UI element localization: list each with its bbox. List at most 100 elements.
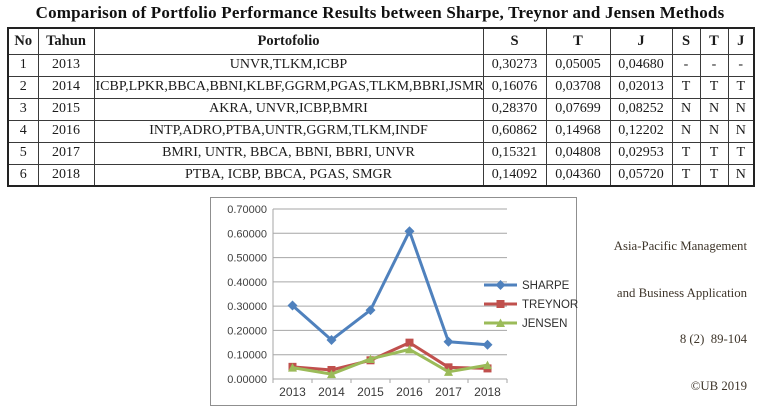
series-line-jensen xyxy=(291,347,489,376)
table-row: 6 2018 PTBA, ICBP, BBCA, PGAS, SMGR 0,14092… xyxy=(7,163,755,187)
table-cell: 3 xyxy=(7,97,39,121)
journal-citation-line: Asia-Pacific Management xyxy=(613,239,747,253)
data-point-jensen xyxy=(288,363,297,372)
legend-marker-treynor xyxy=(496,300,505,308)
data-point-sharpe xyxy=(365,305,376,316)
table-cell: 0,03708 xyxy=(545,75,611,99)
table-cell: 2014 xyxy=(37,75,95,99)
table-cell: - xyxy=(699,53,729,77)
series-line-treynor xyxy=(291,341,489,372)
table-cell: 0,02953 xyxy=(609,141,673,165)
chart-canvas: 0.00000 0.10000 0.20000 0.30000 0.40000 0.500… xyxy=(227,204,578,399)
legend-marker-jensen xyxy=(496,318,505,327)
table-cell: 0,07699 xyxy=(545,97,611,121)
table-cell: BMRI, UNTR, BBCA, BBNI, BBRI, UNVR xyxy=(93,141,484,165)
table-cell: 2016 xyxy=(37,119,95,143)
table-cell: PTBA, ICBP, BBCA, PGAS, SMGR xyxy=(93,163,484,187)
x-axis-tick-label: 2015 xyxy=(357,385,384,399)
table-row: 2 2014 ICBP,LPKR,BBCA,BBNI,KLBF,GGRM,PGAS,… xyxy=(7,75,755,99)
table-cell: N xyxy=(699,97,729,121)
data-point-sharpe xyxy=(326,334,337,345)
table-cell: 0,05005 xyxy=(545,53,611,77)
legend-label-treynor: TREYNOR xyxy=(522,299,578,311)
results-table: No Tahun Portofolio S T J S T J 1 2013 UNV… xyxy=(7,27,755,187)
table-cell: N xyxy=(671,119,701,143)
x-axis-tick-label: 2016 xyxy=(396,385,423,399)
performance-line-chart: 0.00000 0.10000 0.20000 0.30000 0.40000 0.500… xyxy=(210,197,578,406)
data-point-treynor xyxy=(444,363,453,372)
y-axis-tick-label: 0.70000 xyxy=(227,204,267,216)
legend-label-sharpe: SHARPE xyxy=(522,280,570,292)
journal-citation-line: 8 (2) 89-104 xyxy=(679,332,747,346)
table-cell: 0,12202 xyxy=(609,119,673,143)
column-header-no: No xyxy=(7,27,39,55)
data-point-jensen xyxy=(444,367,453,376)
page-title: Comparison of Portfolio Performance Resu… xyxy=(35,3,725,22)
data-point-sharpe xyxy=(287,300,298,311)
x-axis-tick-label: 2014 xyxy=(318,385,345,399)
column-header-treynor: T xyxy=(545,27,611,55)
data-point-sharpe xyxy=(404,226,415,237)
table-cell: 2013 xyxy=(37,53,95,77)
table-cell: N xyxy=(727,163,755,187)
table-cell: - xyxy=(727,53,755,77)
table-cell: 2018 xyxy=(37,163,95,187)
journal-citation-line: ©UB 2019 xyxy=(690,378,747,393)
table-cell: 6 xyxy=(7,163,39,187)
journal-citation-line: and Business Application xyxy=(616,285,747,300)
table-cell: 0,08252 xyxy=(609,97,673,121)
table-cell: N xyxy=(699,119,729,143)
table-cell: N xyxy=(671,97,701,121)
table-cell: T xyxy=(671,75,701,99)
table-cell: 5 xyxy=(7,141,39,165)
table-cell: T xyxy=(699,163,729,187)
y-axis-tick-label: 0.00000 xyxy=(227,374,267,386)
table-cell: INTP,ADRO,PTBA,UNTR,GGRM,TLKM,INDF xyxy=(93,119,484,143)
table-row: 4 2016 INTP,ADRO,PTBA,UNTR,GGRM,TLKM,INDF 0… xyxy=(7,119,755,143)
table-cell: 2 xyxy=(7,75,39,99)
table-row: 3 2015 AKRA, UNVR,ICBP,BMRI 0,28370 0,07699 0… xyxy=(7,97,755,121)
column-header-sharpe: S xyxy=(482,27,547,55)
table-cell: 0,05720 xyxy=(609,163,673,187)
table-cell: UNVR,TLKM,ICBP xyxy=(93,53,484,77)
column-header-t-flag: T xyxy=(699,27,729,55)
y-axis-tick-label: 0.40000 xyxy=(227,277,267,289)
table-cell: 0,14092 xyxy=(482,163,547,187)
table-cell: N xyxy=(727,119,755,143)
data-point-sharpe xyxy=(482,339,493,350)
table-cell: 0,02013 xyxy=(609,75,673,99)
table-row: 1 2013 UNVR,TLKM,ICBP 0,30273 0,05005 0,04680… xyxy=(7,53,755,77)
table-row: 5 2017 BMRI, UNTR, BBCA, BBNI, BBRI, UNVR 0… xyxy=(7,141,755,165)
table-cell: T xyxy=(671,141,701,165)
table-cell: T xyxy=(699,141,729,165)
table-cell: 4 xyxy=(7,119,39,143)
table-cell: 0,15321 xyxy=(482,141,547,165)
table-cell: 0,04360 xyxy=(545,163,611,187)
table-cell: 0,16076 xyxy=(482,75,547,99)
x-axis-tick-label: 2017 xyxy=(435,385,462,399)
data-point-jensen xyxy=(483,360,492,370)
table-cell: ICBP,LPKR,BBCA,BBNI,KLBF,GGRM,PGAS,TLKM,… xyxy=(93,75,484,99)
column-header-jensen: J xyxy=(609,27,673,55)
table-cell: AKRA, UNVR,ICBP,BMRI xyxy=(93,97,484,121)
table-cell: T xyxy=(727,75,755,99)
x-axis-tick-label: 2018 xyxy=(474,385,501,399)
table-cell: 2017 xyxy=(37,141,95,165)
table-cell: 0,04808 xyxy=(545,141,611,165)
table-cell: N xyxy=(727,97,755,121)
y-axis-tick-label: 0.60000 xyxy=(227,228,267,240)
y-axis-tick-label: 0.50000 xyxy=(227,253,267,265)
data-point-treynor xyxy=(405,338,414,347)
table-cell: 0,14968 xyxy=(545,119,611,143)
table-header-row: No Tahun Portofolio S T J S T J xyxy=(7,27,755,55)
series-line-sharpe xyxy=(291,229,489,347)
column-header-s-flag: S xyxy=(671,27,701,55)
table-cell: T xyxy=(671,163,701,187)
table-cell: 2015 xyxy=(37,97,95,121)
table-cell: 0,04680 xyxy=(609,53,673,77)
table-cell: 0,60862 xyxy=(482,119,547,143)
column-header-portofolio: Portofolio xyxy=(93,27,484,55)
table-cell: 1 xyxy=(7,53,39,77)
data-point-jensen xyxy=(327,369,336,379)
legend-marker-sharpe xyxy=(495,280,506,290)
